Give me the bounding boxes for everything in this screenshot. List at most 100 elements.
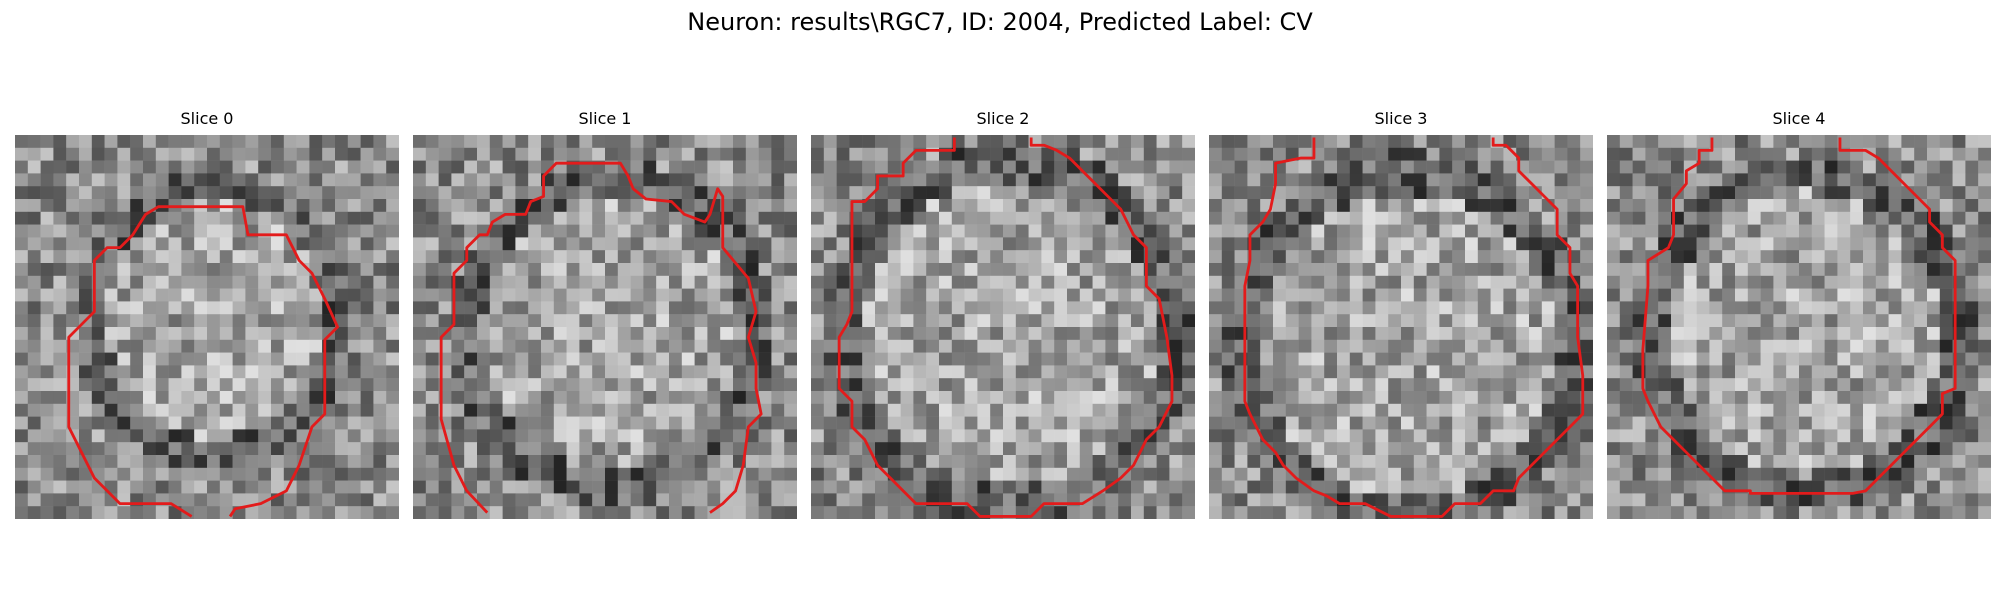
pixel-cell (643, 506, 657, 519)
pixel-cell (1401, 147, 1415, 161)
pixel-cell (194, 506, 208, 519)
pixel-cell (1786, 186, 1800, 200)
pixel-cell (117, 455, 131, 469)
pixel-cell (27, 288, 41, 302)
pixel-cell (477, 263, 491, 277)
pixel-cell (1965, 250, 1979, 264)
pixel-cell (1811, 455, 1825, 469)
pixel-cell (1273, 480, 1287, 494)
pixel-cell (1619, 275, 1633, 289)
pixel-cell (566, 263, 580, 277)
pixel-cell (1875, 455, 1889, 469)
pixel-cell (1965, 416, 1979, 430)
pixel-cell (1362, 147, 1376, 161)
pixel-cell (977, 403, 991, 417)
pixel-cell (1773, 250, 1787, 264)
pixel-cell (1477, 365, 1491, 379)
pixel-cell (1824, 211, 1838, 225)
pixel-cell (425, 301, 439, 315)
pixel-cell (1311, 442, 1325, 456)
pixel-cell (1413, 301, 1427, 315)
pixel-cell (707, 314, 721, 328)
pixel-cell (1978, 224, 1991, 238)
pixel-cell (579, 455, 593, 469)
pixel-cell (862, 147, 876, 161)
pixel-cell (27, 403, 41, 417)
pixel-cell (720, 506, 734, 519)
pixel-cell (1580, 186, 1593, 200)
pixel-cell (309, 211, 323, 225)
pixel-cell (541, 301, 555, 315)
pixel-cell (91, 314, 105, 328)
pixel-cell (245, 275, 259, 289)
pixel-cell (1324, 365, 1338, 379)
pixel-cell (79, 211, 93, 225)
pixel-cell (1388, 301, 1402, 315)
pixel-cell (617, 442, 631, 456)
pixel-cell (694, 416, 708, 430)
pixel-cell (1426, 237, 1440, 251)
pixel-cell (271, 391, 285, 405)
pixel-cell (1516, 391, 1530, 405)
pixel-cell (1105, 288, 1119, 302)
pixel-cell (1799, 442, 1813, 456)
pixel-cell (1054, 365, 1068, 379)
pixel-cell (155, 288, 169, 302)
pixel-cell (1452, 416, 1466, 430)
pixel-cell (1965, 160, 1979, 174)
pixel-cell (913, 237, 927, 251)
pixel-cell (1863, 327, 1877, 341)
pixel-cell (1337, 160, 1351, 174)
pixel-cell (1337, 378, 1351, 392)
pixel-cell (1541, 391, 1555, 405)
pixel-cell (1337, 301, 1351, 315)
pixel-cell (643, 301, 657, 315)
pixel-cell (733, 186, 747, 200)
pixel-cell (1426, 339, 1440, 353)
pixel-cell (1658, 352, 1672, 366)
pixel-cell (566, 506, 580, 519)
pixel-cell (1541, 480, 1555, 494)
pixel-cell (643, 224, 657, 238)
pixel-cell (1401, 263, 1415, 277)
pixel-cell (1503, 378, 1517, 392)
pixel-cell (155, 480, 169, 494)
pixel-cell (1619, 263, 1633, 277)
pixel-cell (811, 327, 825, 341)
pixel-cell (1221, 378, 1235, 392)
pixel-cell (271, 263, 285, 277)
pixel-cell (1465, 147, 1479, 161)
pixel-cell (219, 327, 233, 341)
pixel-cell (1118, 365, 1132, 379)
pixel-cell (733, 327, 747, 341)
pixel-cell (1311, 493, 1325, 507)
pixel-cell (566, 339, 580, 353)
pixel-cell (296, 147, 310, 161)
pixel-cell (53, 250, 67, 264)
pixel-cell (849, 173, 863, 187)
pixel-cell (745, 147, 759, 161)
pixel-cell (104, 442, 118, 456)
pixel-cell (1388, 250, 1402, 264)
pixel-cell (1901, 506, 1915, 519)
pixel-cell (1054, 199, 1068, 213)
pixel-cell (91, 211, 105, 225)
pixel-cell (1182, 480, 1195, 494)
pixel-cell (502, 365, 516, 379)
pixel-cell (1709, 506, 1723, 519)
pixel-cell (1645, 352, 1659, 366)
pixel-cell (489, 442, 503, 456)
pixel-cell (1645, 147, 1659, 161)
pixel-cell (1362, 173, 1376, 187)
pixel-cell (232, 211, 246, 225)
pixel-cell (168, 416, 182, 430)
pixel-cell (745, 250, 759, 264)
pixel-cell (1888, 403, 1902, 417)
pixel-cell (1747, 416, 1761, 430)
pixel-cell (79, 352, 93, 366)
pixel-cell (117, 429, 131, 443)
pixel-cell (630, 378, 644, 392)
pixel-cell (1465, 288, 1479, 302)
pixel-cell (1028, 199, 1042, 213)
pixel-cell (720, 301, 734, 315)
